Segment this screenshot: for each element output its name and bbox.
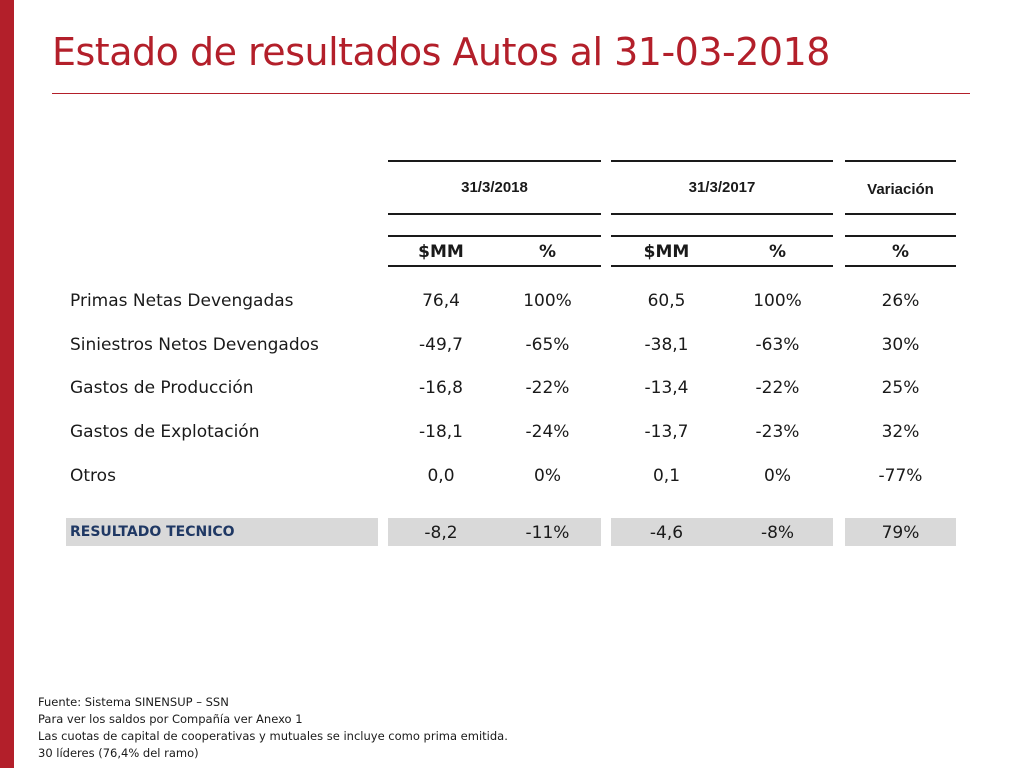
title-divider	[52, 93, 970, 94]
header-pct-2018: %	[538, 242, 557, 262]
cell-mm-2017: -13,7	[644, 422, 689, 442]
cell-pct-2017: 0%	[764, 466, 791, 486]
header-mid-line-2018	[388, 213, 601, 215]
row-label-gastos-explotacion: Gastos de Explotación	[70, 422, 260, 442]
cell-mm-2017: -38,1	[644, 335, 689, 355]
footnote-annex: Para ver los saldos por Compañía ver Ane…	[38, 712, 303, 726]
result-pct-2018: -11%	[525, 523, 570, 543]
header-period-2017: 31/3/2017	[688, 179, 756, 196]
footnote-cooperatives: Las cuotas de capital de cooperativas y …	[38, 729, 508, 743]
result-mm-2018: -8,2	[424, 523, 458, 543]
header-sub-top-line-2018	[388, 235, 601, 237]
header-top-line-2018	[388, 160, 601, 162]
header-pct-2017: %	[768, 242, 787, 262]
result-label-bg	[66, 518, 378, 546]
header-period-2018: 31/3/2018	[461, 179, 528, 196]
result-bg-2018	[388, 518, 601, 546]
cell-pct-2018: -22%	[525, 378, 570, 398]
cell-mm-2018: 76,4	[422, 291, 460, 311]
result-variation: 79%	[881, 523, 920, 543]
cell-pct-2018: -24%	[525, 422, 570, 442]
slide-title: Estado de resultados Autos al 31-03-2018	[52, 30, 830, 74]
header-sub-top-line-variation	[845, 235, 956, 237]
cell-pct-2018: 0%	[534, 466, 561, 486]
header-sub-bottom-line-2018	[388, 265, 601, 267]
cell-variation: 30%	[881, 335, 920, 355]
cell-variation: 26%	[881, 291, 920, 311]
cell-pct-2018: 100%	[523, 291, 572, 311]
left-accent-bar	[0, 0, 14, 768]
row-label-primas: Primas Netas Devengadas	[70, 291, 294, 311]
cell-mm-2018: -16,8	[419, 378, 463, 398]
header-sub-top-line-2017	[611, 235, 833, 237]
cell-variation: 32%	[881, 422, 920, 442]
cell-mm-2018: -49,7	[419, 335, 463, 355]
result-bg-2017	[611, 518, 833, 546]
header-mm-2017: $MM	[643, 242, 690, 262]
footnotes: Fuente: Sistema SINENSUP – SSN Para ver …	[38, 694, 508, 762]
row-label-gastos-produccion: Gastos de Producción	[70, 378, 254, 398]
cell-variation: 25%	[881, 378, 920, 398]
cell-pct-2018: -65%	[525, 335, 570, 355]
footnote-source: Fuente: Sistema SINENSUP – SSN	[38, 695, 229, 709]
cell-mm-2017: 0,1	[652, 466, 681, 486]
result-bg-variation	[845, 518, 956, 546]
header-mid-line-variation	[845, 213, 956, 215]
cell-pct-2017: 100%	[753, 291, 802, 311]
header-sub-bottom-line-2017	[611, 265, 833, 267]
result-pct-2017: -8%	[760, 523, 795, 543]
row-label-siniestros: Siniestros Netos Devengados	[70, 335, 319, 355]
cell-pct-2017: -22%	[755, 378, 800, 398]
cell-mm-2017: -13,4	[644, 378, 689, 398]
footnote-leaders: 30 líderes (76,4% del ramo)	[38, 746, 199, 760]
header-mm-2018: $MM	[418, 242, 464, 262]
result-mm-2017: -4,6	[649, 523, 684, 543]
cell-mm-2018: -18,1	[419, 422, 463, 442]
cell-pct-2017: -23%	[755, 422, 800, 442]
row-label-otros: Otros	[70, 466, 116, 486]
header-pct-variation: %	[891, 242, 910, 262]
header-mid-line-2017	[611, 213, 833, 215]
cell-mm-2017: 60,5	[647, 291, 686, 311]
cell-variation: -77%	[878, 466, 923, 486]
cell-pct-2017: -63%	[755, 335, 800, 355]
header-top-line-2017	[611, 160, 833, 162]
result-label: RESULTADO TECNICO	[70, 524, 235, 540]
cell-mm-2018: 0,0	[427, 466, 455, 486]
header-top-line-variation	[845, 160, 956, 162]
header-variation: Variación	[867, 181, 934, 198]
header-sub-bottom-line-variation	[845, 265, 956, 267]
